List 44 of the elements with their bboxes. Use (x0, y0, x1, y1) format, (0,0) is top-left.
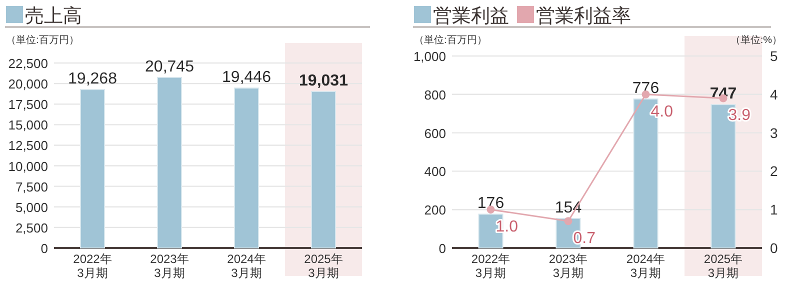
x-tick-label: 2023年 3月期 (150, 252, 189, 280)
y-tick-label: 7,500 (15, 179, 48, 194)
y-tick-label: 0 (40, 241, 48, 256)
x-tick-label: 2024年 3月期 (626, 252, 666, 280)
data-label: 19,268 (68, 70, 118, 88)
legend-label: 営業利益 (433, 6, 509, 27)
y2-tick-label: 4 (770, 86, 778, 102)
y-tick-label: 10,000 (8, 158, 48, 174)
x-tick-label: 2022年 3月期 (73, 252, 112, 280)
data-label: 19,031 (299, 72, 348, 90)
y-tick-label: 1,000 (413, 49, 446, 64)
data-label: 776 (632, 80, 660, 98)
y-tick-label: 22,500 (8, 56, 48, 71)
data-label: 154 (554, 199, 582, 216)
x-tick-label: 2025年 3月期 (704, 252, 743, 280)
legend-label: 売上高 (25, 5, 82, 27)
y2-tick-label: 1 (770, 202, 778, 218)
x-tick-label: 2024年 3月期 (227, 252, 266, 280)
y-tick-label: 20,000 (8, 76, 48, 92)
y-tick-label: 800 (424, 87, 446, 102)
y-tick-label: 5,000 (15, 200, 48, 215)
y2-tick-label: 2 (770, 163, 778, 180)
y-axis-title: （単位:百万円） (414, 34, 487, 46)
data-label: 176 (477, 195, 504, 212)
point (564, 217, 572, 226)
y2-tick-label: 5 (770, 48, 778, 64)
y-tick-label: 12,500 (8, 138, 48, 154)
x-tick-label: 2023年 3月期 (548, 252, 588, 280)
y-axis-title: （単位:百万円） (6, 34, 79, 46)
y2-tick-label: 0 (770, 240, 778, 256)
data-label: 20,745 (145, 58, 194, 76)
y-tick-label: 0 (438, 241, 446, 256)
x-tick-label: 2025年 3月期 (304, 252, 343, 280)
y2-axis-title: （単位:%） (730, 34, 782, 46)
y-tick-label: 400 (424, 164, 446, 180)
y-tick-label: 17,500 (8, 97, 48, 112)
y-tick-label: 15,000 (8, 118, 48, 133)
y-tick-label: 200 (424, 202, 446, 218)
data-label: 19,446 (222, 69, 272, 86)
legend-label: 営業利益率 (536, 5, 631, 27)
y2-tick-label: 3 (770, 124, 778, 141)
y-tick-label: 600 (424, 126, 446, 141)
y-tick-label: 2,500 (15, 220, 48, 236)
x-tick-label: 2022年 3月期 (471, 252, 510, 280)
